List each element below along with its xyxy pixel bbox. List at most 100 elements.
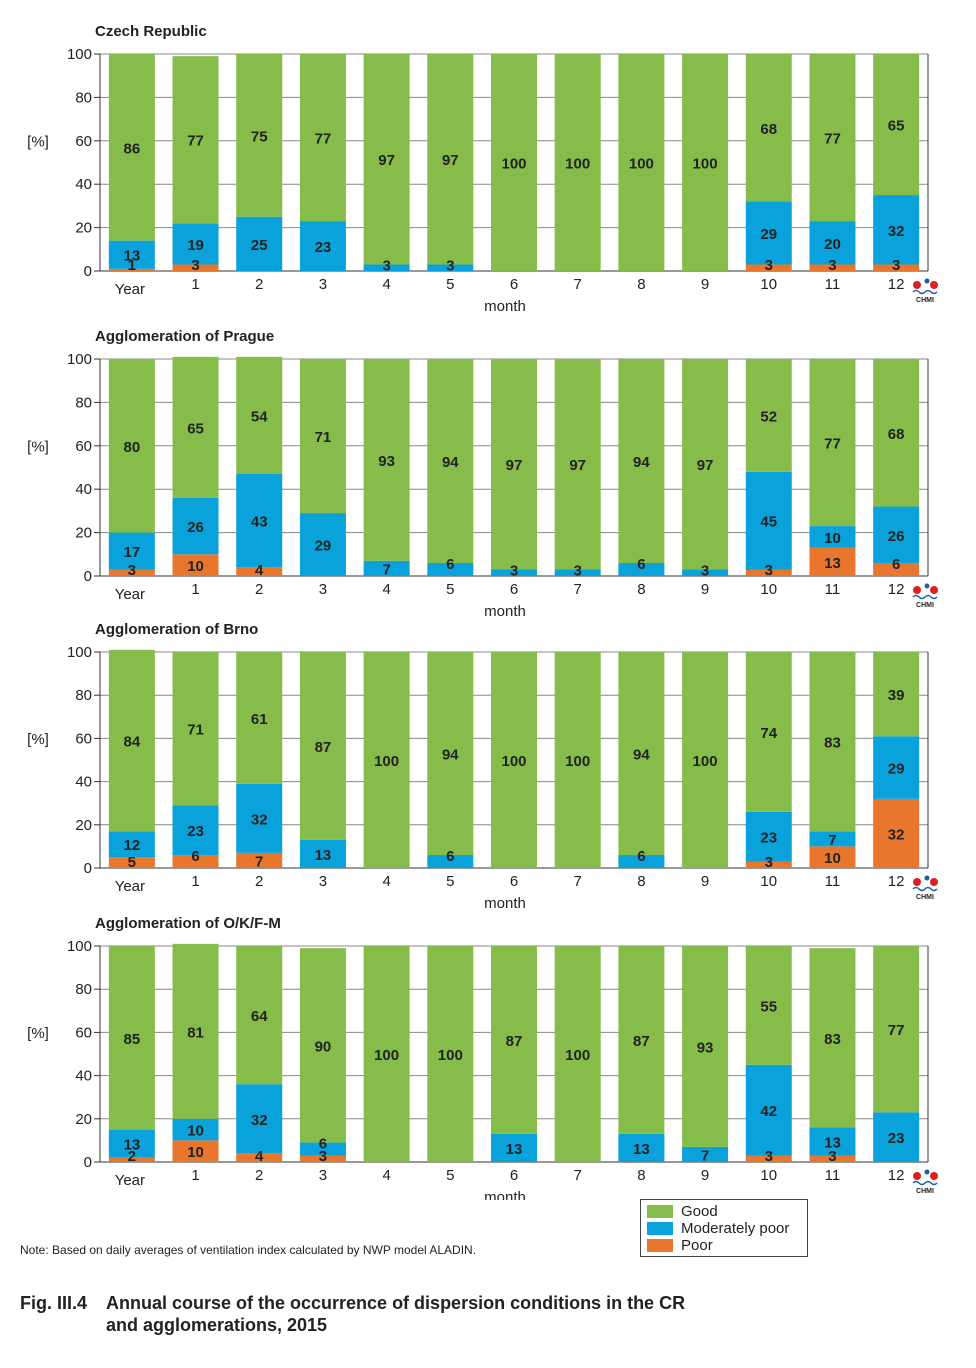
x-tick-label: 6: [510, 276, 518, 293]
logo-text: CHMI: [916, 602, 934, 609]
bar-good: [427, 54, 474, 265]
x-tick-label: 9: [701, 581, 709, 598]
x-tick-label: 2: [255, 276, 263, 293]
x-tick-label: 1: [191, 873, 199, 890]
x-tick-label: 10: [760, 1167, 777, 1184]
value-label-poor: 3: [765, 1148, 773, 1165]
bar-poor: [236, 1153, 283, 1162]
chart-1: Czech Republic020406080100[%]11386Year31…: [27, 23, 938, 315]
x-tick-label: 2: [255, 1167, 263, 1184]
bar-good: [745, 946, 792, 1065]
bar-good: [427, 946, 474, 1162]
x-tick-label: 12: [888, 581, 905, 598]
logo-dot-blue: [924, 875, 930, 881]
chart-2: Agglomeration of Prague020406080100[%]31…: [27, 328, 938, 620]
y-tick-label: 100: [67, 644, 92, 661]
bar-good: [809, 54, 856, 222]
bar-poor: [809, 264, 856, 271]
value-label-good: 77: [824, 131, 841, 148]
value-label-good: 80: [124, 439, 141, 456]
value-label-moderately-poor: 6: [446, 848, 454, 865]
value-label-good: 97: [697, 457, 714, 474]
value-label-good: 81: [187, 1024, 204, 1041]
x-tick-label: 8: [637, 276, 645, 293]
y-tick-label: 0: [84, 860, 92, 877]
charts-area: Czech Republic020406080100[%]11386Year31…: [27, 23, 938, 1200]
x-tick-label: 10: [760, 873, 777, 890]
value-label-good: 90: [315, 1038, 332, 1055]
value-label-good: 97: [569, 457, 586, 474]
value-label-poor: 3: [828, 1148, 836, 1165]
value-label-good: 85: [124, 1031, 141, 1048]
bar-good: [491, 359, 537, 570]
bar-poor: [172, 1140, 219, 1162]
value-label-good: 55: [760, 998, 777, 1015]
y-tick-label: 0: [84, 263, 92, 280]
value-label-moderately-poor: 29: [315, 538, 332, 555]
y-axis-label: [%]: [27, 134, 49, 151]
x-tick-label: 10: [760, 276, 777, 293]
x-tick-label: 9: [701, 276, 709, 293]
figure-title-line-1: Annual course of the occurrence of dispe…: [106, 1293, 686, 1313]
value-label-moderately-poor: 23: [187, 823, 204, 840]
value-label-poor: 10: [824, 850, 841, 867]
bar-poor: [873, 798, 920, 868]
value-label-moderately-poor: 6: [319, 1136, 327, 1153]
footnote: Note: Based on daily averages of ventila…: [20, 1243, 477, 1257]
value-label-moderately-poor: 7: [701, 1147, 709, 1164]
bar-moderately-poor: [236, 474, 283, 568]
bar-good: [236, 54, 283, 217]
x-tick-label: 8: [637, 581, 645, 598]
y-tick-label: 100: [67, 938, 92, 955]
value-label-good: 93: [378, 453, 395, 470]
value-label-poor: 4: [255, 562, 264, 579]
bar-moderately-poor: [618, 562, 665, 576]
bar-good: [682, 359, 729, 570]
x-axis-label: month: [484, 298, 526, 315]
x-tick-label: 8: [637, 873, 645, 890]
logo-dot-red-right: [930, 586, 938, 594]
value-label-good: 87: [315, 739, 332, 756]
value-label-moderately-poor: 26: [888, 528, 905, 545]
bar-good: [172, 56, 219, 224]
bar-moderately-poor: [682, 1146, 729, 1162]
figure-title-line-2: and agglomerations, 2015: [106, 1315, 328, 1335]
bar-moderately-poor: [299, 221, 346, 271]
bar-moderately-poor: [745, 471, 792, 570]
bar-moderately-poor: [299, 839, 346, 868]
bar-good: [427, 359, 474, 563]
value-label-poor: 1: [128, 257, 136, 274]
legend-swatch-poor: [647, 1239, 673, 1252]
y-tick-label: 60: [75, 133, 92, 150]
bar-moderately-poor: [491, 1133, 537, 1162]
bar-good: [108, 946, 155, 1130]
value-label-moderately-poor: 43: [251, 514, 268, 531]
y-axis-label: [%]: [27, 439, 49, 456]
bar-poor: [108, 268, 155, 271]
bar-moderately-poor: [236, 1084, 283, 1154]
value-label-good: 68: [760, 121, 777, 138]
chmi-logo: CHMI: [912, 278, 938, 304]
logo-dot-blue: [924, 1169, 930, 1175]
x-tick-label: 2: [255, 873, 263, 890]
bar-moderately-poor: [172, 1118, 219, 1141]
value-label-moderately-poor: 10: [187, 1123, 204, 1140]
x-tick-label: 4: [382, 581, 390, 598]
logo-dot-red-right: [930, 281, 938, 289]
x-tick-label: 3: [319, 581, 327, 598]
logo-dot-red-left: [913, 1172, 921, 1180]
value-label-good: 94: [633, 747, 650, 764]
value-label-moderately-poor: 6: [637, 848, 645, 865]
x-tick-label: 2: [255, 581, 263, 598]
value-label-moderately-poor: 19: [187, 237, 204, 254]
value-label-good: 52: [760, 408, 777, 425]
value-label-good: 65: [187, 420, 204, 437]
x-tick-label: 5: [446, 581, 454, 598]
x-axis-label: month: [484, 603, 526, 620]
bar-moderately-poor: [809, 221, 856, 265]
x-tick-label: 10: [760, 581, 777, 598]
logo-wave: [912, 886, 938, 892]
bar-good: [363, 946, 410, 1162]
bar-poor: [172, 264, 219, 271]
value-label-good: 100: [693, 156, 718, 173]
